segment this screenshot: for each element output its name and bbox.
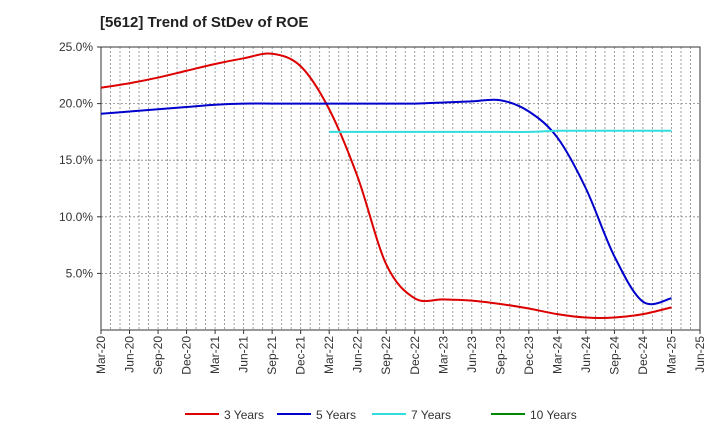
series-line-3-years	[100, 52, 672, 319]
x-tick-label: Mar-21	[208, 336, 222, 374]
plot-frame	[100, 46, 701, 331]
x-tick-label: Sep-21	[265, 336, 279, 375]
x-tick-label: Jun-21	[237, 336, 251, 373]
x-tick-label: Mar-24	[550, 336, 564, 374]
y-tick-label: 10.0%	[59, 210, 93, 224]
legend-label: 10 Years	[530, 408, 577, 422]
legend-label: 7 Years	[411, 408, 451, 422]
x-tick-label: Mar-25	[664, 336, 678, 374]
y-tick-label: 25.0%	[59, 40, 93, 54]
x-tick-label: Sep-22	[379, 336, 393, 375]
legend-label: 3 Years	[224, 408, 264, 422]
legend: 3 Years 5 Years 7 Years 10 Years	[185, 408, 577, 422]
x-tick-label: Sep-20	[151, 336, 165, 375]
series-line-5-years	[100, 98, 672, 306]
x-tick-label: Dec-21	[294, 336, 308, 375]
x-tick-label: Dec-24	[636, 336, 650, 375]
x-tick-label: Jun-20	[123, 336, 137, 373]
x-tick-label: Jun-22	[351, 336, 365, 373]
x-tick-label: Mar-23	[436, 336, 450, 374]
series-line-7-years	[329, 129, 672, 133]
x-tick-label: Sep-23	[493, 336, 507, 375]
y-tick-label: 20.0%	[59, 97, 93, 111]
x-tick-label: Jun-24	[579, 336, 593, 373]
x-tick-label: Jun-25	[693, 336, 707, 373]
x-tick-label: Jun-23	[465, 336, 479, 373]
x-tick-label: Mar-22	[322, 336, 336, 374]
series-lines	[100, 52, 672, 319]
x-tick-label: Dec-20	[180, 336, 194, 375]
x-tick-label: Sep-24	[607, 336, 621, 375]
x-tick-label: Mar-20	[94, 336, 108, 374]
x-tick-label: Dec-22	[408, 336, 422, 375]
legend-label: 5 Years	[316, 408, 356, 422]
chart-title: [5612] Trend of StDev of ROE	[100, 14, 309, 31]
x-tick-label: Dec-23	[522, 336, 536, 375]
y-tick-label: 15.0%	[59, 153, 93, 167]
axes: 5.0% 10.0% 15.0% 20.0% 25.0% Mar-20 Jun-20 Sep-…	[59, 40, 707, 375]
y-tick-label: 5.0%	[66, 266, 94, 280]
